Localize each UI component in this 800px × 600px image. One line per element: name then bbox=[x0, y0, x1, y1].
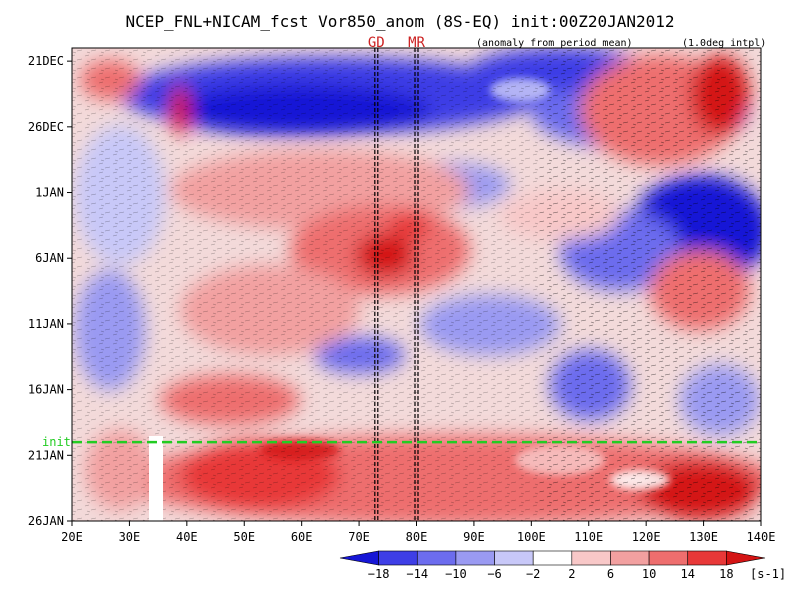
colorbar-swatch bbox=[610, 550, 650, 566]
anomaly-note: (anomaly from period mean) bbox=[476, 38, 633, 49]
colorbar-swatch bbox=[378, 550, 418, 566]
missing-data-strip bbox=[149, 436, 163, 521]
x-tick-label: 60E bbox=[291, 530, 313, 544]
x-tick-label: 130E bbox=[689, 530, 718, 544]
x-tick-label: 100E bbox=[517, 530, 546, 544]
marker-label-mr: MR bbox=[408, 35, 425, 51]
y-tick-label: 26JAN bbox=[28, 514, 64, 528]
colorbar-swatch bbox=[455, 550, 495, 566]
y-tick-label: 1JAN bbox=[35, 186, 64, 200]
y-tick-label: 26DEC bbox=[28, 120, 64, 134]
x-tick-label: 30E bbox=[119, 530, 141, 544]
colorbar-unit: [s-1] bbox=[750, 567, 786, 581]
x-tick-label: 40E bbox=[176, 530, 198, 544]
colorbar-level: 6 bbox=[607, 567, 614, 581]
reference-lines: GD MR bbox=[368, 35, 425, 521]
colorbar-level: −10 bbox=[445, 567, 467, 581]
x-tick-label: 70E bbox=[348, 530, 370, 544]
x-tick-label: 50E bbox=[233, 530, 255, 544]
colorbar-swatch bbox=[726, 550, 766, 566]
colorbar-swatch bbox=[648, 550, 689, 566]
y-tick-label: 16JAN bbox=[28, 383, 64, 397]
colorbar-level: −6 bbox=[487, 567, 501, 581]
x-tick-label: 110E bbox=[574, 530, 603, 544]
colorbar-swatch bbox=[687, 550, 727, 566]
x-axis: 20E 30E 40E 50E 60E 70E 80E 90E 100E 110E 120E 130E… bbox=[61, 521, 775, 544]
x-tick-label: 120E bbox=[632, 530, 661, 544]
colorbar-level: 14 bbox=[681, 567, 695, 581]
x-tick-label: 80E bbox=[406, 530, 428, 544]
y-tick-label: 21JAN bbox=[28, 448, 64, 462]
colorbar-level: 2 bbox=[568, 567, 575, 581]
y-tick-label: 21DEC bbox=[28, 54, 64, 68]
colorbar-level: −18 bbox=[368, 567, 390, 581]
x-tick-label: 140E bbox=[747, 530, 776, 544]
init-label: init bbox=[42, 435, 71, 449]
x-tick-label: 20E bbox=[61, 530, 83, 544]
colorbar-swatch bbox=[339, 550, 379, 566]
colorbar-level: 18 bbox=[719, 567, 733, 581]
colorbar-level: −14 bbox=[406, 567, 428, 581]
colorbar-level: −2 bbox=[526, 567, 540, 581]
colorbar-swatch bbox=[494, 550, 534, 566]
colorbar: −18 −14 −10 −6 −2 2 6 10 14 18 [s-1] bbox=[339, 550, 786, 581]
interpolation-note: (1.0deg intpl) bbox=[682, 38, 766, 49]
colorbar-swatch bbox=[416, 550, 457, 566]
colorbar-swatch bbox=[571, 550, 611, 566]
colorbar-level: 10 bbox=[642, 567, 656, 581]
colorbar-swatch bbox=[532, 550, 573, 566]
y-tick-label: 11JAN bbox=[28, 317, 64, 331]
y-tick-label: 6JAN bbox=[35, 251, 64, 265]
y-axis: 21DEC 26DEC 1JAN 6JAN 11JAN 16JAN 21JAN 26JAN bbox=[28, 54, 72, 528]
marker-label-gd: GD bbox=[368, 35, 385, 51]
chart-title: NCEP_FNL+NICAM_fcst Vor850_anom (8S-EQ) … bbox=[125, 12, 674, 31]
vorticity-field bbox=[72, 48, 761, 521]
x-tick-label: 90E bbox=[463, 530, 485, 544]
